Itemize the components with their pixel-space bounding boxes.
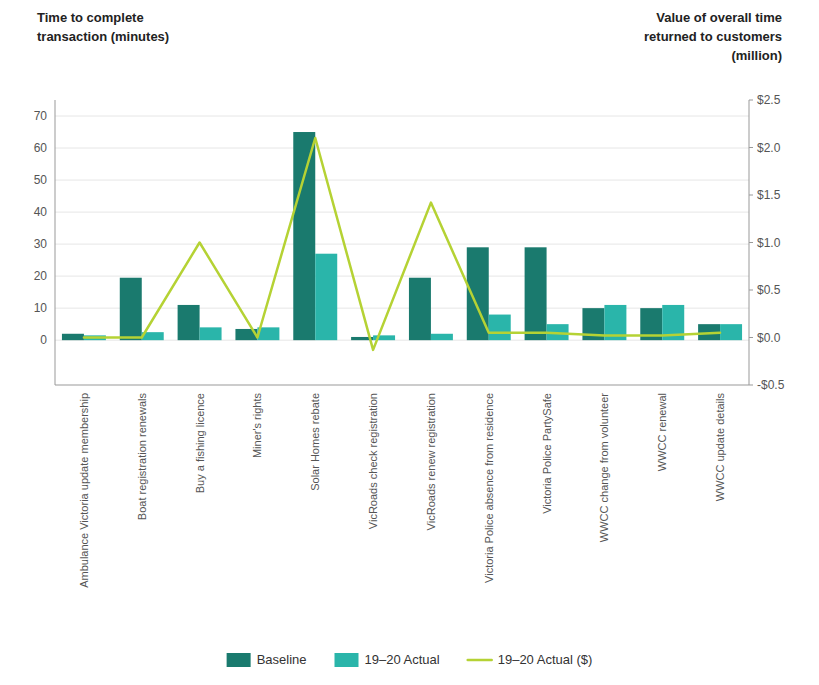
y-tick-label: 30 bbox=[34, 237, 48, 251]
y2-axis-title: Value of overall timereturned to custome… bbox=[644, 10, 782, 63]
legend-item: Baseline bbox=[227, 652, 307, 667]
y2-tick bbox=[749, 385, 753, 386]
grid bbox=[55, 116, 749, 340]
x-tick-label: WWCC renewal bbox=[656, 393, 668, 471]
line bbox=[84, 138, 720, 350]
y-tick-label: 70 bbox=[34, 109, 48, 123]
y2-tick-label: $0.0 bbox=[757, 331, 781, 345]
y-tick-label: 60 bbox=[34, 141, 48, 155]
x-tick-label: Solar Homes rebate bbox=[309, 393, 321, 491]
legend-swatch bbox=[468, 659, 492, 662]
x-tick-label: Buy a fishing licence bbox=[194, 393, 206, 493]
bar bbox=[293, 132, 315, 340]
bar bbox=[200, 327, 222, 340]
bar bbox=[120, 278, 142, 340]
y2-tick bbox=[749, 100, 753, 101]
grid-line bbox=[55, 116, 749, 117]
legend-swatch bbox=[227, 653, 251, 667]
y2-tick bbox=[749, 242, 753, 243]
y2-tick-label: $0.5 bbox=[757, 283, 781, 297]
grid-line bbox=[55, 212, 749, 213]
y-tick-label: 50 bbox=[34, 173, 48, 187]
y-tick-label: 20 bbox=[34, 269, 48, 283]
bar bbox=[178, 305, 200, 340]
legend-item: 19–20 Actual ($) bbox=[468, 652, 593, 667]
y2-tick bbox=[749, 290, 753, 291]
x-tick-label: WWCC update details bbox=[714, 393, 726, 502]
bar bbox=[315, 254, 337, 340]
legend-item: 19–20 Actual bbox=[335, 652, 440, 667]
legend: Baseline 19–20 Actual 19–20 Actual ($) bbox=[227, 652, 593, 667]
grid-line bbox=[55, 244, 749, 245]
x-axis-line bbox=[55, 385, 749, 386]
bar bbox=[489, 315, 511, 341]
y2-tick-label: $2.0 bbox=[757, 141, 781, 155]
x-tick-label: VicRoads check registration bbox=[367, 393, 379, 529]
plot-area bbox=[62, 132, 742, 350]
x-tick-label: VicRoads renew registration bbox=[425, 393, 437, 530]
grid-line bbox=[55, 148, 749, 149]
y-tick-label: 10 bbox=[34, 301, 48, 315]
y-axis-line bbox=[55, 100, 56, 385]
x-tick-label: Boat registration renewals bbox=[136, 393, 148, 521]
x-tick-label: Ambulance Victoria update membership bbox=[78, 393, 90, 588]
y2-tick bbox=[749, 195, 753, 196]
x-tick-label: Victoria Police PartySafe bbox=[541, 393, 553, 514]
legend-label: Baseline bbox=[257, 652, 307, 667]
bar bbox=[720, 324, 742, 340]
bar bbox=[409, 278, 431, 340]
bar bbox=[62, 334, 84, 340]
legend-label: 19–20 Actual ($) bbox=[498, 652, 593, 667]
legend-label: 19–20 Actual bbox=[365, 652, 440, 667]
y2-tick-label: -$0.5 bbox=[757, 378, 785, 392]
y2-axis-line bbox=[749, 100, 750, 385]
legend-swatch bbox=[335, 653, 359, 667]
grid-line bbox=[55, 180, 749, 181]
y-tick-label: 0 bbox=[40, 333, 47, 347]
x-tick-label: WWCC change from volunteer bbox=[598, 393, 610, 542]
x-tick-label: Miner's rights bbox=[251, 393, 263, 459]
chart: 0 10 20 30 40 50 60 70 -$0.5 $0.0 $0.5 $1.0 $1.5 $2.0… bbox=[0, 0, 819, 685]
y-tick-label: 40 bbox=[34, 205, 48, 219]
y2-tick-label: $1.0 bbox=[757, 236, 781, 250]
x-tick-label: Victoria Police absence from residence bbox=[483, 393, 495, 583]
y2-tick bbox=[749, 147, 753, 148]
bar bbox=[525, 247, 547, 340]
bar bbox=[431, 334, 453, 340]
y2-tick bbox=[749, 337, 753, 338]
y-axis-title: Time to completetransaction (minutes) bbox=[37, 10, 169, 44]
y2-tick-label: $1.5 bbox=[757, 188, 781, 202]
y2-tick-label: $2.5 bbox=[757, 93, 781, 107]
